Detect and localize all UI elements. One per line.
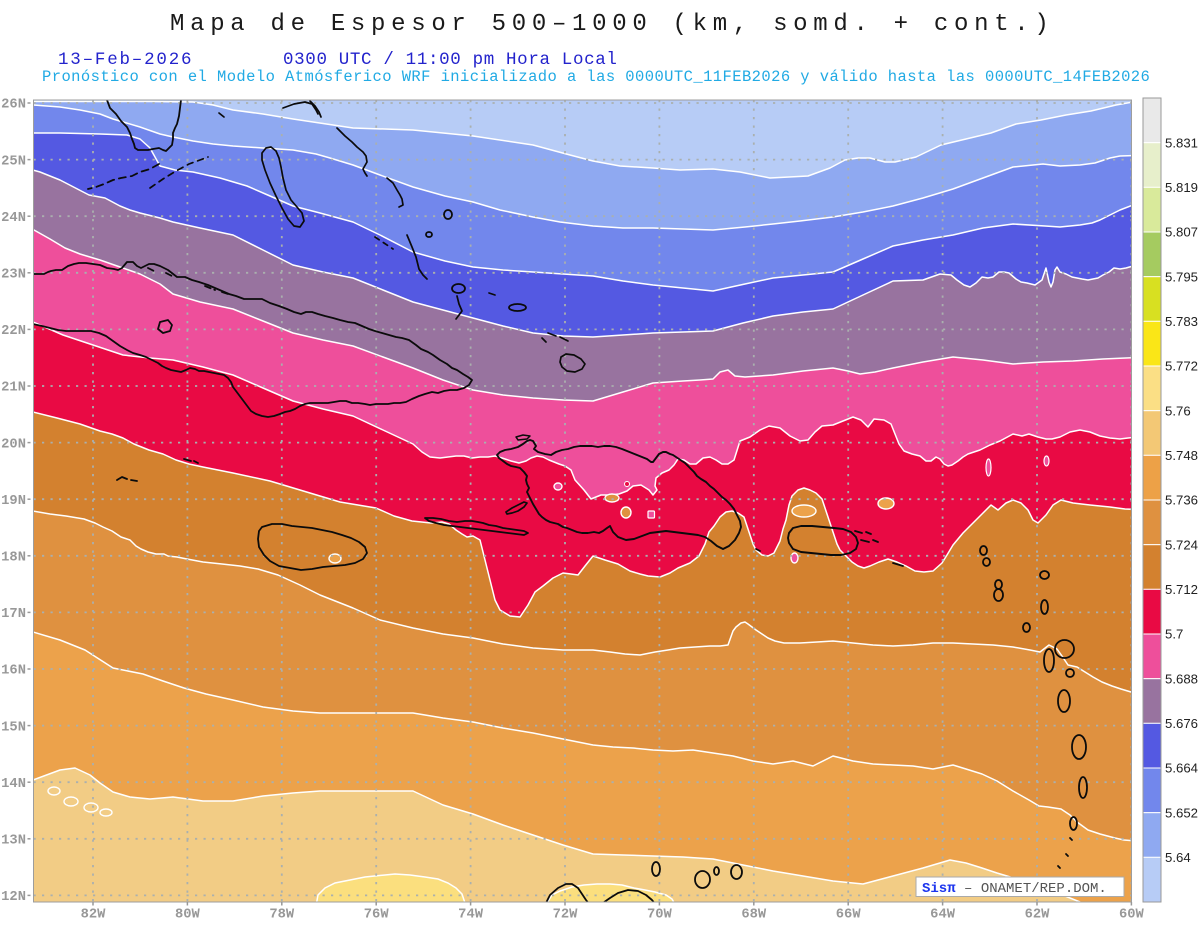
svg-text:24N: 24N xyxy=(1,211,26,226)
svg-text:25N: 25N xyxy=(1,154,26,169)
svg-text:5.688: 5.688 xyxy=(1165,671,1198,686)
svg-text:5.64: 5.64 xyxy=(1165,850,1191,865)
svg-text:5.772: 5.772 xyxy=(1165,359,1198,374)
svg-text:5.724: 5.724 xyxy=(1165,537,1198,552)
svg-text:15N: 15N xyxy=(1,720,26,735)
svg-text:19N: 19N xyxy=(1,494,26,509)
svg-text:5.807: 5.807 xyxy=(1165,225,1198,240)
svg-text:64W: 64W xyxy=(930,908,956,923)
svg-text:0300 UTC / 11:00 pm Hora Local: 0300 UTC / 11:00 pm Hora Local xyxy=(283,50,618,70)
svg-text:62W: 62W xyxy=(1025,908,1051,923)
svg-text:60W: 60W xyxy=(1119,908,1145,923)
svg-text:26N: 26N xyxy=(1,98,26,113)
svg-text:22N: 22N xyxy=(1,324,26,339)
svg-text:68W: 68W xyxy=(741,908,767,923)
svg-text:5.831: 5.831 xyxy=(1165,135,1198,150)
svg-text:Pronóstico con el Modelo Atmós: Pronóstico con el Modelo Atmósferico WRF… xyxy=(42,68,1150,86)
svg-text:18N: 18N xyxy=(1,551,26,566)
svg-text:72W: 72W xyxy=(553,908,579,923)
svg-text:80W: 80W xyxy=(175,908,201,923)
svg-text:82W: 82W xyxy=(81,908,107,923)
svg-text:16N: 16N xyxy=(1,664,26,679)
svg-text:66W: 66W xyxy=(836,908,862,923)
svg-text:74W: 74W xyxy=(458,908,484,923)
svg-text:5.76: 5.76 xyxy=(1165,403,1191,418)
svg-text:13N: 13N xyxy=(1,834,26,849)
svg-text:Mapa de Espesor 500–1000 (km,: Mapa de Espesor 500–1000 (km, somd. + co… xyxy=(170,11,1055,38)
svg-text:14N: 14N xyxy=(1,777,26,792)
svg-text:5.676: 5.676 xyxy=(1165,716,1198,731)
svg-text:5.664: 5.664 xyxy=(1165,761,1198,776)
svg-text:23N: 23N xyxy=(1,268,26,283)
svg-text:Sisπ – ONAMET/REP.DOM.: Sisπ – ONAMET/REP.DOM. xyxy=(922,881,1107,897)
svg-text:5.795: 5.795 xyxy=(1165,269,1198,284)
svg-text:5.819: 5.819 xyxy=(1165,180,1198,195)
svg-text:5.783: 5.783 xyxy=(1165,314,1198,329)
svg-text:76W: 76W xyxy=(364,908,390,923)
svg-text:78W: 78W xyxy=(269,908,295,923)
svg-text:17N: 17N xyxy=(1,607,26,622)
svg-text:13–Feb–2026: 13–Feb–2026 xyxy=(58,50,193,70)
svg-text:20N: 20N xyxy=(1,437,26,452)
svg-text:5.652: 5.652 xyxy=(1165,805,1198,820)
svg-text:5.7: 5.7 xyxy=(1165,627,1183,642)
svg-text:5.736: 5.736 xyxy=(1165,493,1198,508)
svg-text:5.748: 5.748 xyxy=(1165,448,1198,463)
svg-text:12N: 12N xyxy=(1,890,26,905)
svg-text:70W: 70W xyxy=(647,908,673,923)
svg-text:21N: 21N xyxy=(1,381,26,396)
svg-text:5.712: 5.712 xyxy=(1165,582,1198,597)
